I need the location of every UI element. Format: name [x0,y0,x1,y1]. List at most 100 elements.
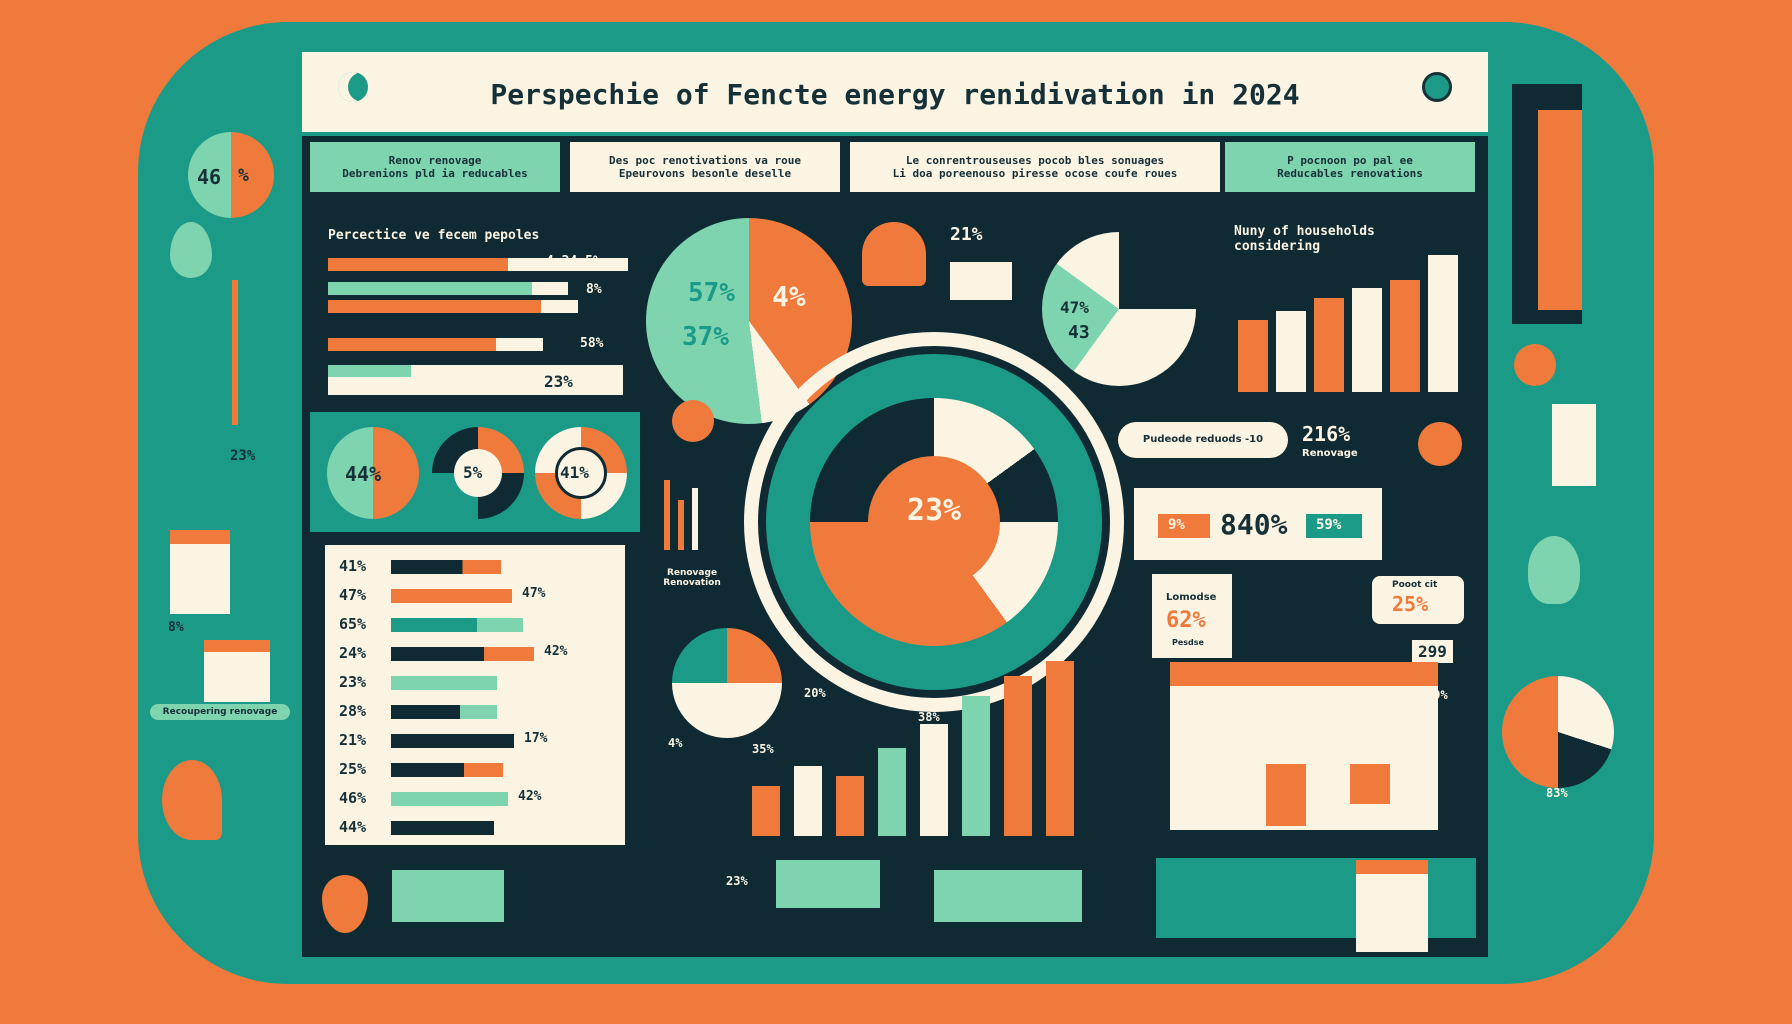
right-pillar-accent [1538,110,1582,310]
bar-list-row-value: 42% [544,644,568,659]
left-bar-label-2: 8% [586,282,602,297]
info-card-1-sub: Pesdse [1172,638,1204,647]
donut-2-hole [454,449,502,497]
bar-list-row-label: 24% [339,644,367,662]
bar-list-row: 47% 47% [325,584,625,608]
households-bar [1276,311,1306,392]
bar-list-row-bar [391,589,512,603]
bar-list-row: 25% [325,758,625,782]
bar-list-row-label: 65% [339,615,367,633]
solar-panel-icon [934,870,1082,922]
scatter-label: 23% [726,874,748,888]
stat-card-value-1: 9% [1168,517,1185,533]
stat-card-badge-1 [1158,514,1210,538]
left-pie-value: 46 [197,165,222,189]
info-card-3: 299 [1412,640,1453,663]
lower-bar [752,786,780,836]
info-card-2-title: Pooot cit [1392,580,1438,590]
left-stat-8: 8% [168,620,184,635]
households-bar [1238,320,1268,392]
house-roof [1170,662,1438,686]
bar-list-row-bar [391,705,497,719]
donut-row: 44% 5% 41% [310,412,640,532]
bar-list-row-bar [391,647,534,661]
bottom-houses [1156,858,1476,938]
info-card-2-value: 25% [1392,592,1429,616]
lower-bar [1046,661,1074,836]
far-right-donut [1502,676,1614,788]
mini-bar-chart [658,460,738,552]
bar-list-row-value: 17% [524,731,548,746]
lower-bar [794,766,822,836]
subheading-3-text: Le conrentrouseuses pocob bles sonuages … [892,154,1178,180]
bar-list-row-label: 44% [339,818,367,836]
subheading-2-text: Des poc renotivations va roue Epeurovons… [608,154,802,180]
solar-panel-icon [392,870,504,922]
scatter-label: 35% [752,742,774,756]
donut-3-hole [555,447,607,499]
lower-bar [878,748,906,836]
stat-pill-1-text: Pudeode reduods -10 [1142,434,1264,445]
person-icon [862,222,926,286]
subheading-4: P pocnoon po pal ee Reducables renovatio… [1225,142,1475,192]
lower-bar [836,776,864,836]
house-icon [170,530,230,614]
bar-row [328,282,568,295]
stat-card-large: 9% 840% 59% [1134,488,1382,560]
info-card-1: Lomodse 62% Pesdse [1152,574,1232,658]
bar-list-row: 46% 42% [325,787,625,811]
bar-list-row: 44% [325,816,625,840]
bar-list-row: 65% [325,613,625,637]
right-pie [1042,232,1196,386]
top-pie-label-3: 37% [682,322,729,352]
bar-list-row-label: 28% [339,702,367,720]
info-card-2: Pooot cit 25% [1372,576,1464,624]
households-bar [1390,280,1420,392]
bar-list-row-label: 47% [339,586,367,604]
stat-pill-2-sub: Renovage [1302,448,1358,459]
subheading-1-text: Renov renovage Debrenions pld ia reducab… [342,154,528,180]
left-bar-label-1: 4.24 5% [546,254,601,269]
center-donut-hole [868,456,1000,588]
scatter-label: 20% [804,686,826,700]
sun-icon [672,400,714,442]
bar-row [328,258,628,271]
left-bars-title: Percectice ve fecem pepoles [328,228,540,243]
mini-bar [664,480,670,550]
lower-bar [962,696,990,836]
bar-list-row-bar [391,792,508,806]
bar-row [328,300,578,313]
bar-list-row: 24% 42% [325,642,625,666]
bar-list-row: 28% [325,700,625,724]
bar-list-row-value: 47% [522,586,546,601]
bar-list-row-bar [391,676,497,690]
house-icon-2 [204,640,270,702]
bar-list-row: 21% 17% [325,729,625,753]
info-card-1-value: 62% [1166,608,1206,633]
subheading-4-text: P pocnoon po pal ee Reducables renovatio… [1277,154,1423,180]
title-bar: Perspechie of Fencte energy renidivation… [302,52,1488,136]
moon-icon [338,72,368,102]
bar-list-row-bar [391,821,494,835]
bar-list-row: 41% [325,555,625,579]
households-bar [1314,298,1344,392]
subheading-1: Renov renovage Debrenions pld ia reducab… [310,142,560,192]
bar-list-row-label: 25% [339,760,367,778]
bar-list-row-bar [391,560,501,574]
bar-list-row-bar [391,618,523,632]
left-stat-23: 23% [230,448,256,464]
left-caption-text: Recoupering renovage [162,707,278,717]
small-stat-a: 21% [950,224,983,245]
right-pie-label-2: 43 [1068,322,1090,343]
scatter-label: 38% [918,710,940,724]
left-caption: Recoupering renovage [150,704,290,720]
subheading-3: Le conrentrouseuses pocob bles sonuages … [850,142,1220,192]
page-title: Perspechie of Fencte energy renidivation… [490,78,1300,111]
small-card [950,262,1012,300]
bar-list-row-label: 23% [339,673,367,691]
stat-pill-2: 216% [1302,422,1351,446]
left-bar-label-4: 23% [544,372,573,391]
bar-list: 41% 47% 47% 65% 24% 42% 23% 28% 21% 17% 25% 46% 42% 4… [325,545,625,845]
households-bar [1352,288,1382,392]
donut-1-value: 44% [345,462,382,486]
